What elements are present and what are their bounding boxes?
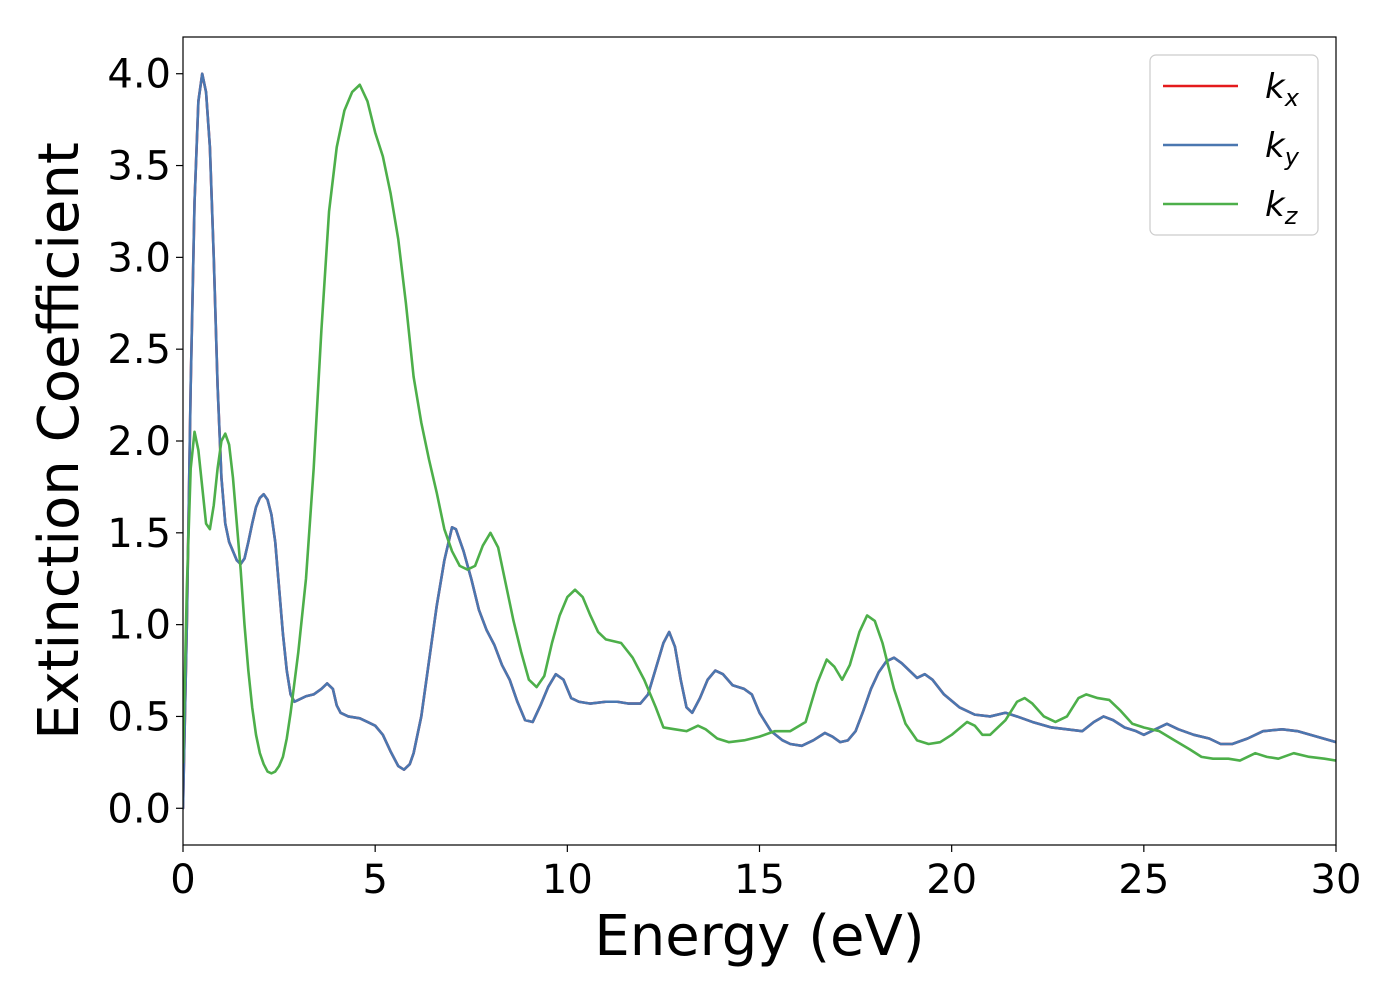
- y-tick-label: 1.0: [107, 603, 171, 649]
- x-tick-label: 20: [926, 857, 977, 903]
- y-tick-label: 3.5: [107, 144, 171, 190]
- legend-label-kz: kz: [1265, 185, 1299, 230]
- x-axis-title: Energy (eV): [594, 904, 924, 969]
- y-tick-label: 2.5: [107, 327, 171, 373]
- series-line-ky: [183, 72, 1336, 810]
- legend-label-kx: kx: [1265, 67, 1300, 112]
- y-tick-label: 0.5: [107, 694, 171, 740]
- y-axis-title: Extinction Coefficient: [27, 142, 92, 740]
- y-tick-label: 1.5: [107, 511, 171, 557]
- legend-label-ky: ky: [1265, 126, 1300, 171]
- y-tick-label: 4.0: [107, 52, 171, 98]
- x-axis-ticks: 0 5 10 15 20 25 30: [170, 845, 1361, 903]
- y-tick-label: 2.0: [107, 419, 171, 465]
- x-tick-label: 10: [542, 857, 593, 903]
- x-tick-label: 0: [170, 857, 195, 903]
- y-axis-ticks: 0.0 0.5 1.0 1.5 2.0 2.5 3.0 3.5 4.0: [107, 52, 183, 832]
- x-tick-label: 25: [1118, 857, 1169, 903]
- legend: kx ky kz: [1149, 54, 1319, 236]
- series-line-kz: [183, 83, 1336, 775]
- y-tick-label: 0.0: [107, 786, 171, 832]
- x-tick-label: 15: [734, 857, 785, 903]
- x-tick-label: 30: [1311, 857, 1362, 903]
- y-tick-label: 3.0: [107, 235, 171, 281]
- x-tick-label: 5: [362, 857, 387, 903]
- series-layer: [183, 72, 1336, 810]
